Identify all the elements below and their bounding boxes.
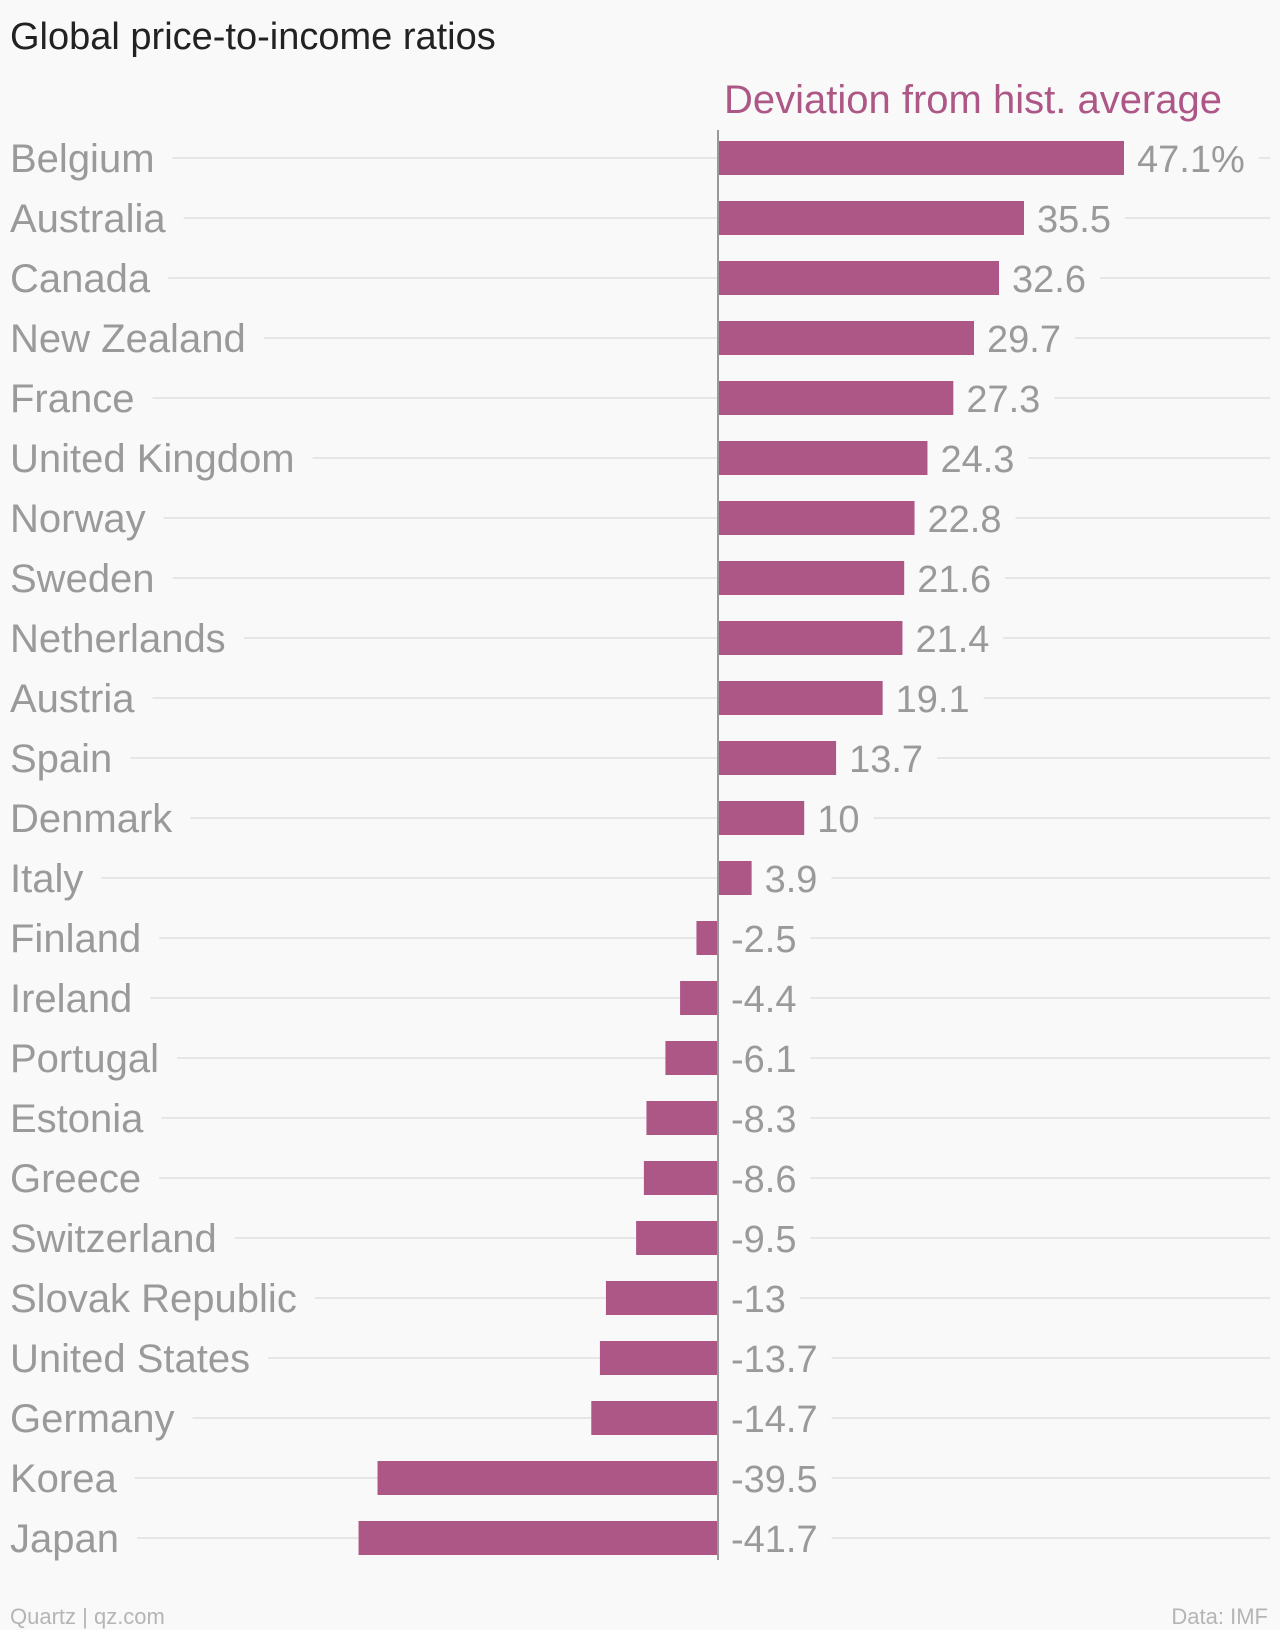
value-label: 22.8 xyxy=(928,499,1002,541)
category-label: Spain xyxy=(10,737,112,781)
bar xyxy=(643,1161,718,1195)
value-label: -8.6 xyxy=(731,1159,796,1201)
value-label: 19.1 xyxy=(896,679,970,721)
category-labels: Belgium Australia Canada New Zealand France U… xyxy=(10,137,297,1561)
value-label: -2.5 xyxy=(731,919,796,961)
category-label: Germany xyxy=(10,1397,175,1441)
bar xyxy=(718,261,1000,295)
bar xyxy=(636,1221,718,1255)
footer-source-right: Data: IMF xyxy=(1171,1604,1268,1629)
value-label: -41.7 xyxy=(731,1519,818,1561)
series-label: Deviation from hist. average xyxy=(724,78,1222,122)
bar xyxy=(665,1041,718,1075)
bar xyxy=(718,681,883,715)
category-label: Korea xyxy=(10,1457,117,1501)
category-label: United Kingdom xyxy=(10,437,295,481)
bar xyxy=(718,861,752,895)
bar xyxy=(718,141,1124,175)
value-labels: 47.1% 35.5 32.6 29.7 27.3 24.3 22.8 21.6 21.4 19.… xyxy=(731,139,1245,1561)
bar xyxy=(377,1461,718,1495)
value-label: -9.5 xyxy=(731,1219,796,1261)
bar xyxy=(718,561,905,595)
bar xyxy=(718,441,928,475)
category-label: Slovak Republic xyxy=(10,1277,297,1321)
bar xyxy=(605,1281,718,1315)
category-label: Netherlands xyxy=(10,617,226,661)
category-label: Finland xyxy=(10,917,141,961)
value-label: 24.3 xyxy=(940,439,1014,481)
value-label: -13.7 xyxy=(731,1339,818,1381)
bar xyxy=(646,1101,718,1135)
category-label: Belgium xyxy=(10,137,155,181)
value-label: 13.7 xyxy=(849,739,923,781)
category-label: Norway xyxy=(10,497,146,541)
category-label: Canada xyxy=(10,257,151,301)
value-label: 10 xyxy=(817,799,859,841)
bar xyxy=(718,201,1025,235)
category-label: Ireland xyxy=(10,977,132,1021)
category-label: Portugal xyxy=(10,1037,159,1081)
value-label: 35.5 xyxy=(1037,199,1111,241)
bar xyxy=(591,1401,718,1435)
category-label: Australia xyxy=(10,197,166,241)
value-label: 21.6 xyxy=(917,559,991,601)
category-label: Denmark xyxy=(10,797,173,841)
value-label: -8.3 xyxy=(731,1099,796,1141)
category-label: Japan xyxy=(10,1517,119,1561)
bar xyxy=(680,981,718,1015)
value-label: -14.7 xyxy=(731,1399,818,1441)
value-label: 21.4 xyxy=(915,619,989,661)
bar xyxy=(718,381,954,415)
category-label: France xyxy=(10,377,135,421)
value-label: 47.1% xyxy=(1137,139,1245,181)
category-label: Sweden xyxy=(10,557,155,601)
bar xyxy=(718,621,903,655)
bar xyxy=(718,801,805,835)
footer-source-left: Quartz | qz.com xyxy=(10,1604,165,1629)
gridlines xyxy=(101,157,1270,1539)
bar xyxy=(696,921,718,955)
bar xyxy=(718,741,837,775)
bar xyxy=(599,1341,718,1375)
value-label: -39.5 xyxy=(731,1459,818,1501)
bar xyxy=(358,1521,718,1555)
bar xyxy=(718,321,975,355)
value-label: 32.6 xyxy=(1012,259,1086,301)
value-label: -6.1 xyxy=(731,1039,796,1081)
bar xyxy=(718,501,915,535)
value-label: 27.3 xyxy=(966,379,1040,421)
value-label: 29.7 xyxy=(987,319,1061,361)
category-label: Greece xyxy=(10,1157,141,1201)
chart-title: Global price-to-income ratios xyxy=(10,16,496,58)
category-label: United States xyxy=(10,1337,250,1381)
category-label: Switzerland xyxy=(10,1217,217,1261)
value-label: 3.9 xyxy=(765,859,818,901)
value-label: -4.4 xyxy=(731,979,796,1021)
category-label: Estonia xyxy=(10,1097,144,1141)
value-label: -13 xyxy=(731,1279,786,1321)
bars xyxy=(358,141,1124,1555)
category-label: Austria xyxy=(10,677,135,721)
category-label: New Zealand xyxy=(10,317,246,361)
category-label: Italy xyxy=(10,857,83,901)
